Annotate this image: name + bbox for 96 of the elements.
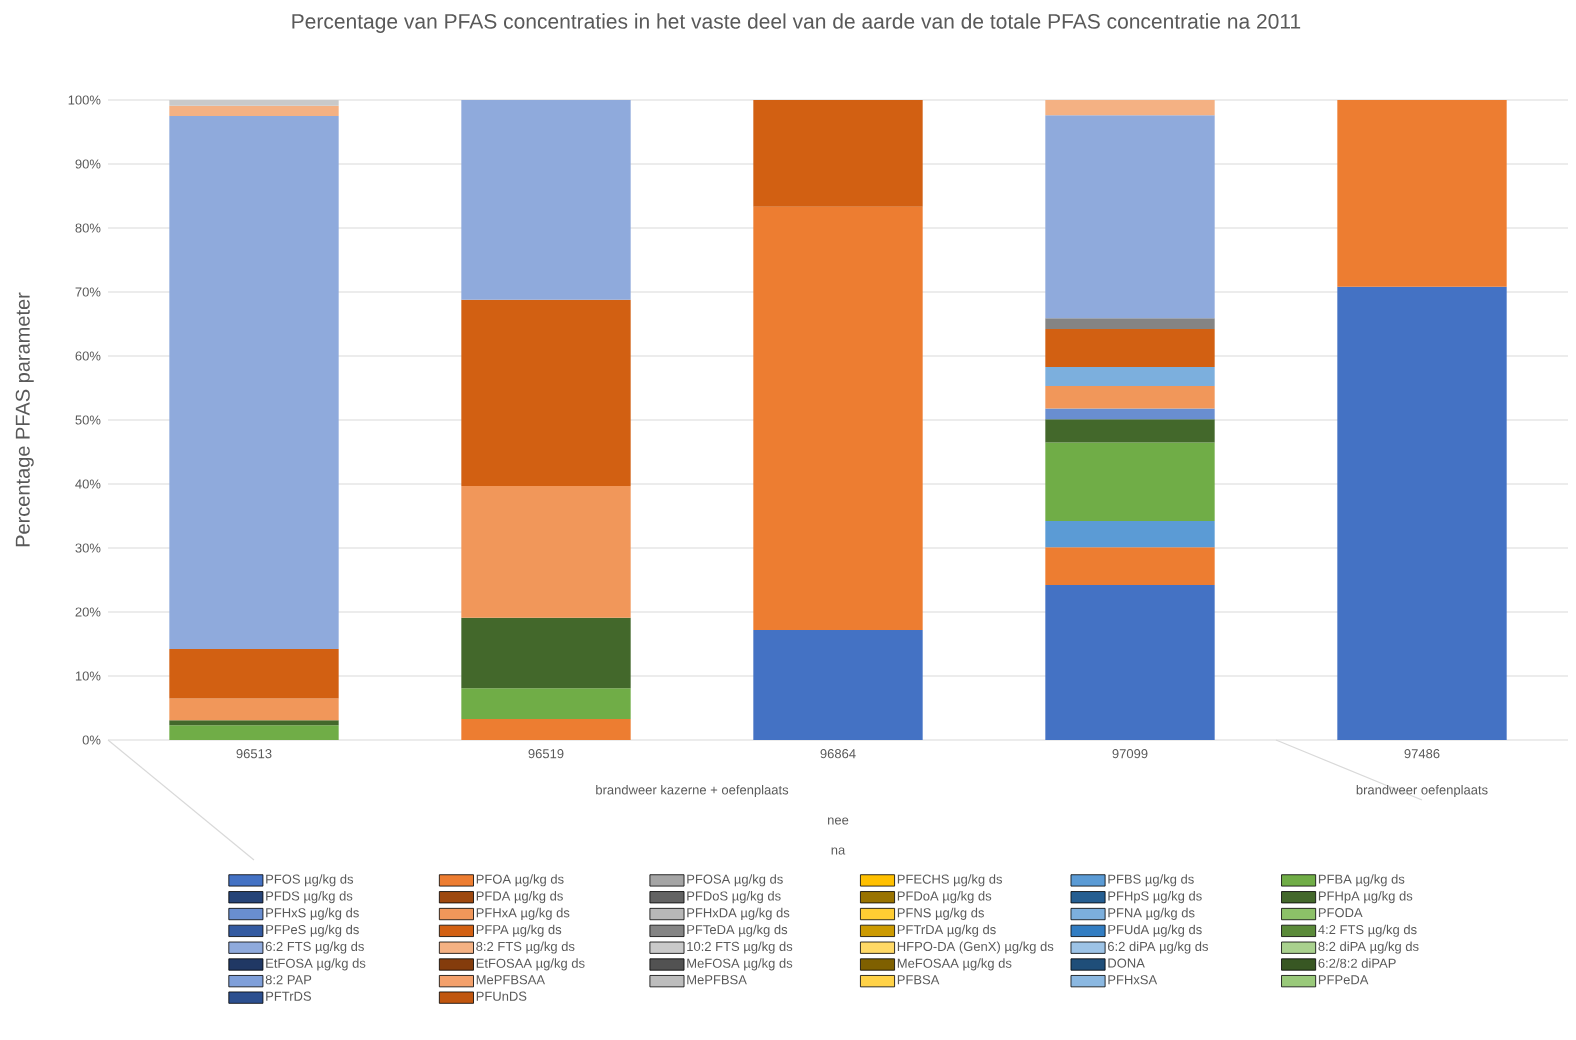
legend-label: MePFBSA	[687, 975, 747, 985]
bar	[461, 299, 631, 486]
bar	[1045, 585, 1215, 740]
bar	[1045, 521, 1215, 548]
y-tick-label: 40%	[75, 479, 101, 489]
y-tick-label: 0%	[82, 735, 101, 745]
bar	[753, 100, 923, 207]
y-tick-label: 70%	[75, 287, 101, 297]
bar	[1045, 547, 1215, 586]
bar	[461, 688, 631, 719]
y-tick-label: 30%	[75, 543, 101, 553]
legend-label: PFPA µg/kg ds	[476, 924, 562, 937]
bar	[169, 698, 339, 721]
bar	[1045, 100, 1215, 116]
bar	[169, 100, 339, 106]
x-tick-label: 96864	[820, 749, 856, 759]
y-tick-label: 20%	[75, 607, 101, 617]
legend-label: 6:2/8:2 diPAP	[1318, 958, 1396, 968]
legend-label: PFDA µg/kg ds	[476, 891, 563, 904]
legend-label: 10:2 FTS µg/kg ds	[687, 941, 793, 954]
x-tick-label: 96513	[236, 749, 272, 759]
text: brandweer oefenplaats	[1356, 784, 1488, 798]
legend-label: HFPO-DA (GenX) µg/kg ds	[897, 941, 1054, 954]
legend-label: PFHpS µg/kg ds	[1108, 891, 1202, 904]
legend-label: PFDS µg/kg ds	[266, 891, 353, 904]
bar	[461, 485, 631, 618]
bar	[169, 725, 339, 740]
bar	[753, 206, 923, 630]
bar	[169, 649, 339, 699]
legend-label: PFHxSA	[1108, 975, 1158, 985]
legend-label: PFOSA µg/kg ds	[687, 874, 783, 887]
bar	[1045, 318, 1215, 330]
legend-label: DONA	[1108, 958, 1145, 968]
y-tick-label: 100%	[68, 95, 101, 105]
legend-label: PFPeDA	[1318, 975, 1369, 985]
legend-label: MeFOSA µg/kg ds	[687, 958, 793, 971]
bar	[1337, 286, 1507, 740]
legend-label: PFOS µg/kg ds	[266, 874, 354, 887]
text: nee	[828, 817, 849, 825]
bar	[1045, 419, 1215, 443]
legend-label: PFBSA	[897, 975, 940, 985]
bar	[461, 617, 631, 689]
legend-label: PFHxS µg/kg ds	[266, 907, 359, 920]
legend-label: PFDoS µg/kg ds	[687, 891, 781, 904]
bar	[169, 720, 339, 726]
legend-label: PFHxA µg/kg ds	[476, 907, 570, 920]
bar	[461, 100, 631, 300]
legend-label: MePFBSAA	[476, 975, 546, 985]
legend-label: PFHxDA µg/kg ds	[687, 907, 790, 920]
bar	[1045, 115, 1215, 319]
legend-label: PFBS µg/kg ds	[1108, 874, 1194, 887]
legend-label: PFPeS µg/kg ds	[266, 924, 359, 937]
legend-label: PFUnDS	[476, 991, 527, 1001]
bar	[753, 629, 923, 740]
legend-label: PFODA	[1318, 908, 1363, 918]
y-tick-label: 50%	[75, 415, 101, 425]
bar	[1045, 408, 1215, 420]
text: na	[831, 847, 846, 855]
y-axis-title: Percentage PFAS parameter	[15, 292, 34, 547]
chart-title: Percentage van PFAS concentraties in het vaste deel van de aarde van de totale PFAS concentratie na 2011	[292, 13, 1301, 33]
legend-label: PFUdA µg/kg ds	[1108, 924, 1202, 937]
legend-label: PFTrDA µg/kg ds	[897, 924, 996, 937]
x-tick-label: 96519	[528, 749, 564, 759]
legend-label: PFDoA µg/kg ds	[897, 891, 992, 904]
legend-label: PFHpA µg/kg ds	[1318, 891, 1413, 904]
y-tick-label: 60%	[75, 351, 101, 361]
x-tick-label: 97486	[1404, 749, 1440, 759]
bar	[169, 105, 339, 116]
legend-label: PFBA µg/kg ds	[1318, 874, 1405, 887]
y-tick-label: 80%	[75, 223, 101, 233]
legend-label: PFECHS µg/kg ds	[897, 874, 1003, 887]
text: brandweer kazerne + oefenplaats	[596, 784, 789, 798]
legend-label: PFNA µg/kg ds	[1108, 907, 1195, 920]
legend-label: PFTeDA µg/kg ds	[687, 924, 788, 937]
bar	[1045, 386, 1215, 409]
bar	[461, 718, 631, 740]
legend-label: 6:2 FTS µg/kg ds	[265, 941, 364, 954]
y-tick-label: 90%	[75, 159, 101, 169]
legend-label: 8:2 PAP	[265, 975, 312, 985]
bar	[169, 116, 339, 650]
x-tick-label: 97099	[1112, 749, 1148, 759]
bar	[1045, 329, 1215, 367]
legend-label: PFOA µg/kg ds	[476, 874, 564, 887]
bar	[1045, 366, 1215, 387]
legend-label: EtFOSAA µg/kg ds	[476, 958, 585, 971]
bar	[1045, 442, 1215, 522]
legend-label: 6:2 diPA µg/kg ds	[1107, 941, 1209, 954]
legend-label: PFNS µg/kg ds	[897, 907, 984, 920]
legend-label: 8:2 diPA µg/kg ds	[1318, 941, 1419, 954]
bar	[1337, 100, 1507, 287]
legend-label: 8:2 FTS µg/kg ds	[476, 941, 575, 954]
legend-label: PFTrDS	[266, 991, 312, 1001]
y-tick-label: 10%	[75, 671, 101, 681]
legend-label: EtFOSA µg/kg ds	[266, 958, 366, 971]
legend-label: MeFOSAA µg/kg ds	[897, 958, 1012, 971]
legend-label: 4:2 FTS µg/kg ds	[1318, 924, 1417, 937]
